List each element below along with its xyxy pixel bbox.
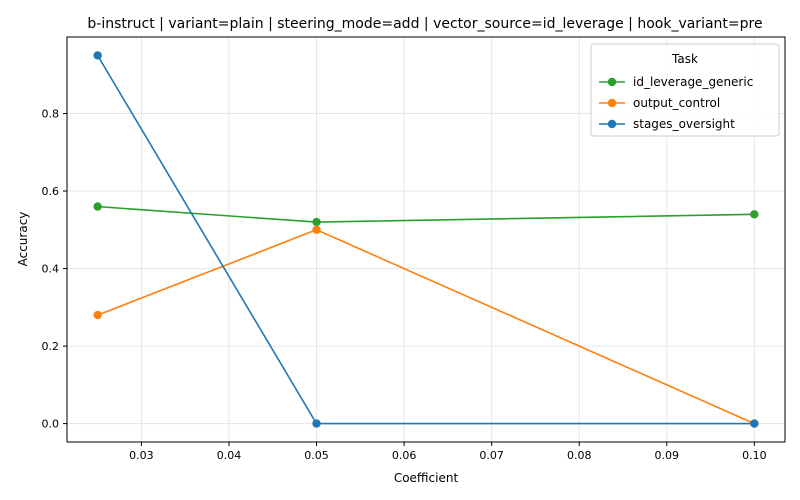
legend-entries: id_leverage_generic output_control stages_…	[599, 75, 753, 131]
data-point-output_control	[312, 225, 321, 235]
legend-box	[590, 43, 780, 137]
x-tick-label: 0.03	[129, 449, 154, 462]
y-axis-label: Accuracy	[16, 212, 30, 267]
legend-swatch-marker	[607, 77, 617, 87]
legend: Task id_leverage_generic output_controlst…	[590, 43, 780, 137]
x-tick-label: 0.04	[217, 449, 242, 462]
y-tick-label: 0.6	[42, 185, 60, 198]
x-tick-label: 0.09	[655, 449, 680, 462]
x-tick-label: 0.10	[742, 449, 767, 462]
data-point-id_leverage_generic	[750, 210, 759, 219]
legend-swatch-marker	[607, 98, 617, 108]
data-point-id_leverage_generic	[93, 202, 102, 211]
x-tick-label: 0.05	[304, 449, 329, 462]
y-tick-label: 0.2	[42, 340, 60, 353]
data-point-stages_oversight	[750, 419, 759, 428]
plot-frame	[66, 36, 786, 443]
data-point-stages_oversight	[93, 51, 102, 60]
data-point-output_control	[93, 310, 102, 320]
y-tick-label: 0.0	[42, 418, 60, 431]
data-point-stages_oversight	[312, 419, 321, 428]
x-tick-label: 0.06	[392, 449, 417, 462]
y-tick-label: 0.4	[42, 263, 60, 276]
chart-title: b-instruct | variant=plain | steering_mo…	[87, 16, 762, 32]
legend-label: output_control	[633, 96, 720, 110]
x-axis: 0.03 0.04 0.05 0.06 0.07 0.08 0.09 0.10	[129, 442, 767, 462]
legend-label: stages_oversight	[633, 117, 735, 131]
legend-swatch-marker	[607, 119, 617, 129]
legend-title: Task	[671, 52, 698, 66]
legend-label: id_leverage_generic	[633, 75, 753, 89]
y-tick-label: 0.8	[42, 108, 60, 121]
data-point-id_leverage_generic	[312, 217, 321, 227]
x-axis-label: Coefficient	[394, 471, 459, 485]
series-layer	[93, 51, 759, 428]
x-tick-label: 0.08	[567, 449, 592, 462]
y-axis: 0.0 0.2 0.4 0.6 0.8	[42, 108, 67, 431]
x-tick-label: 0.07	[479, 449, 504, 462]
